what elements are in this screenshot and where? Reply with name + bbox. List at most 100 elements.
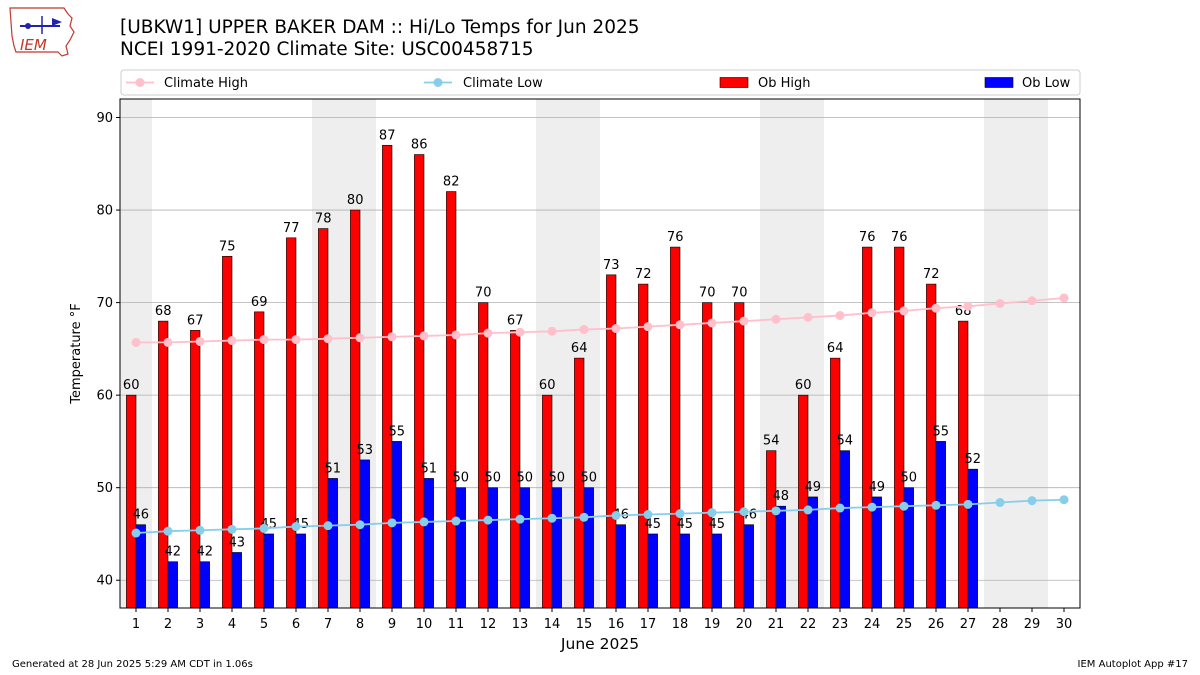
climate-low-point <box>867 502 877 512</box>
title-line-1: [UBKW1] UPPER BAKER DAM :: Hi/Lo Temps f… <box>120 17 640 38</box>
x-tick-label: 13 <box>512 617 529 632</box>
climate-low-point <box>547 513 557 523</box>
ob-high-bar <box>254 311 265 609</box>
ob-high-label: 64 <box>827 341 844 356</box>
climate-low-point <box>771 506 781 516</box>
x-tick-label: 19 <box>704 617 721 632</box>
ob-high-bar <box>350 209 361 609</box>
x-tick-label: 1 <box>132 617 140 632</box>
x-tick-label: 16 <box>608 617 625 632</box>
ob-high-label: 60 <box>539 378 556 393</box>
climate-high-point <box>131 337 141 347</box>
climate-high-point <box>451 330 461 340</box>
ob-low-label: 46 <box>133 508 150 523</box>
climate-high-point <box>899 306 909 316</box>
ob-high-label: 76 <box>667 230 684 245</box>
climate-low-point <box>707 508 717 518</box>
ob-high-label: 78 <box>315 212 332 227</box>
ob-low-label: 45 <box>677 517 694 532</box>
ob-high-label: 77 <box>283 221 300 236</box>
ob-high-label: 67 <box>507 313 524 328</box>
y-tick-label: 60 <box>96 389 113 404</box>
ob-high-label: 67 <box>187 313 204 328</box>
ob-high-label: 76 <box>859 230 876 245</box>
ob-low-label: 51 <box>421 461 438 476</box>
ob-low-bar <box>359 459 370 609</box>
climate-high-line <box>136 297 1065 344</box>
ob-low-bar <box>615 524 626 609</box>
climate-high-point <box>803 312 813 322</box>
ob-high-bar <box>382 144 393 609</box>
x-tick-label: 7 <box>324 617 332 632</box>
x-tick-label: 8 <box>356 617 364 632</box>
climate-low-point <box>835 503 845 513</box>
climate-low-point <box>1027 496 1037 506</box>
ob-low-bar <box>423 478 434 609</box>
climate-high-point <box>579 324 589 334</box>
ob-low-label: 50 <box>549 471 566 486</box>
ob-high-bar <box>830 357 841 609</box>
ob-low-label: 50 <box>581 471 598 486</box>
x-tick-label: 9 <box>388 617 396 632</box>
x-tick-label: 2 <box>164 617 172 632</box>
ob-high-bar <box>862 246 873 609</box>
climate-low-point <box>675 509 685 519</box>
climate-high-point <box>419 331 429 341</box>
ob-low-bar <box>711 533 722 609</box>
climate-high-point <box>867 308 877 318</box>
ob-high-label: 72 <box>923 267 940 282</box>
ob-low-bar <box>167 561 178 609</box>
x-tick-label: 15 <box>576 617 593 632</box>
ob-low-label: 50 <box>485 471 502 486</box>
ob-low-bar <box>455 487 466 609</box>
x-tick-label: 14 <box>544 617 561 632</box>
ob-high-label: 70 <box>699 286 716 301</box>
ob-high-bar <box>126 394 137 609</box>
climate-high-point <box>195 336 205 346</box>
legend-climate-low-marker <box>433 78 443 87</box>
climate-low-point <box>515 514 525 524</box>
ob-high-label: 60 <box>123 378 140 393</box>
climate-high-point <box>739 316 749 326</box>
x-tick-label: 29 <box>1024 617 1041 632</box>
ob-low-bar <box>263 533 274 609</box>
ob-high-bar <box>766 450 777 609</box>
ob-high-label: 80 <box>347 193 364 208</box>
climate-high-point <box>835 311 845 321</box>
ob-high-bar <box>510 330 521 609</box>
ob-high-label: 72 <box>635 267 652 282</box>
ob-low-label: 50 <box>517 471 534 486</box>
climate-high-point <box>483 328 493 338</box>
ob-high-bar <box>670 246 681 609</box>
ob-high-label: 82 <box>443 175 460 190</box>
legend-climate-low-label: Climate Low <box>463 76 543 91</box>
legend-ob-high-swatch <box>719 77 749 88</box>
climate-low-point <box>451 516 461 526</box>
x-tick-label: 22 <box>800 617 817 632</box>
climate-low-point <box>131 528 141 538</box>
y-tick-label: 70 <box>96 296 113 311</box>
ob-high-bar <box>318 228 329 609</box>
ob-high-label: 73 <box>603 258 620 273</box>
climate-high-point <box>771 314 781 324</box>
climate-high-point <box>515 327 525 337</box>
ob-low-label: 45 <box>709 517 726 532</box>
climate-low-point <box>163 526 173 536</box>
climate-high-point <box>707 318 717 328</box>
ob-low-label: 50 <box>901 471 918 486</box>
climate-high-point <box>259 335 269 345</box>
x-tick-label: 27 <box>960 617 977 632</box>
climate-low-point <box>995 497 1005 507</box>
x-tick-label: 10 <box>416 617 433 632</box>
ob-high-bar <box>926 283 937 609</box>
ob-low-label: 52 <box>965 452 982 467</box>
legend-ob-low-label: Ob Low <box>1022 76 1071 91</box>
x-tick-label: 12 <box>480 617 497 632</box>
ob-low-bar <box>679 533 690 609</box>
ob-low-bar <box>839 450 850 609</box>
x-tick-label: 11 <box>448 617 465 632</box>
legend-climate-high-marker <box>135 78 145 87</box>
x-tick-label: 28 <box>992 617 1009 632</box>
ob-low-label: 48 <box>773 489 790 504</box>
